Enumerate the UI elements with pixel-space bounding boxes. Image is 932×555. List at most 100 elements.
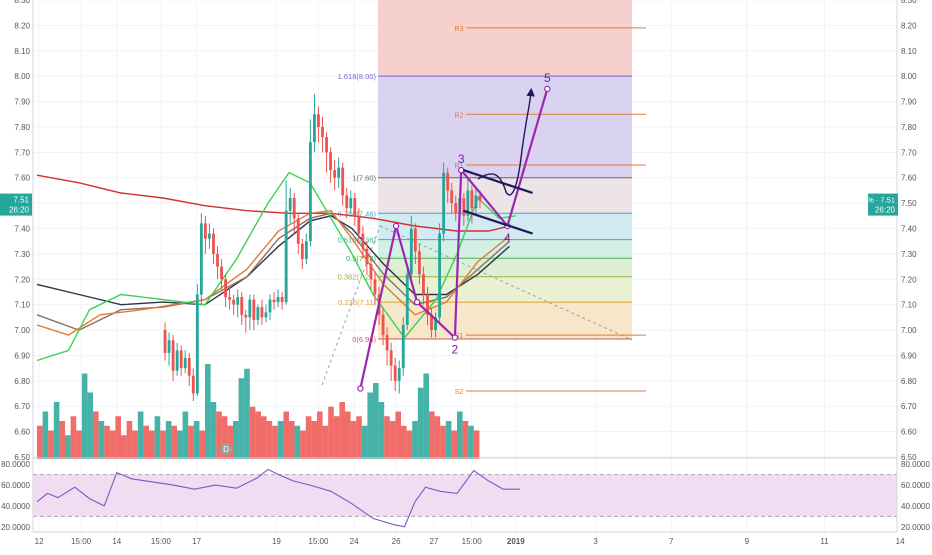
wave-point (413, 298, 421, 306)
price-tick-label-right: 7.00 (901, 326, 917, 335)
price-tick-label-right: 7.30 (901, 250, 917, 259)
candle-body (288, 198, 292, 211)
volume-bar (350, 421, 357, 459)
wave-label: 2 (452, 343, 459, 357)
candle-body (317, 114, 320, 127)
time-tick-label: 15:00 (308, 537, 329, 546)
price-tick-label-left: 6.80 (14, 377, 30, 386)
rsi-tick-label-right: 20.0000 (901, 523, 930, 532)
candle-body (276, 297, 280, 303)
volume-bar (317, 411, 323, 459)
projection-arrow (477, 87, 535, 196)
dividend-marker-label: D (223, 445, 229, 454)
volume-bar (205, 364, 211, 459)
candle-body (163, 330, 167, 353)
volume-bar (165, 421, 172, 459)
fibonacci-retracement[interactable]: 1.618(8.00)1(7.60)0.786(7.46)0.618(7.36)… (321, 0, 633, 386)
pivot-label: R2 (455, 112, 464, 119)
price-tick-label-right: 7.20 (901, 275, 917, 284)
price-tick-label-left: 7.20 (14, 275, 30, 284)
candle-body (216, 253, 219, 267)
candle-body (357, 215, 361, 234)
candle-body (203, 223, 207, 239)
drawings[interactable]: 2 3 4 5 D (220, 71, 551, 455)
candle-body (236, 297, 240, 305)
wave-point (458, 166, 465, 174)
price-tick-label-right: 6.80 (901, 377, 917, 386)
price-tick-label-left: 6.50 (14, 453, 30, 462)
volume-bar (451, 430, 457, 459)
price-tick-label-left: 7.10 (14, 301, 30, 310)
volume-bar (384, 416, 390, 459)
candle-body (373, 279, 377, 295)
volume-bar (367, 392, 373, 459)
candle-body (381, 314, 385, 336)
volume-bar (42, 411, 49, 459)
candle-body (248, 299, 252, 318)
price-tick-label-right: 7.60 (901, 174, 917, 183)
candle-body (345, 195, 349, 209)
volume-bar (188, 425, 194, 459)
volume-bar (249, 406, 256, 459)
price-tick-label-right: 7.10 (901, 301, 917, 310)
right-time-label: 26:20 (875, 206, 896, 215)
candle-body (426, 294, 429, 315)
dividend-marker-circle (220, 443, 232, 455)
volume-bar (53, 402, 60, 459)
rsi-tick-label-left: 80.0000 (1, 460, 30, 469)
candle-body (195, 294, 199, 394)
volume-bar (401, 425, 407, 459)
volume-bar (87, 392, 93, 459)
candle-body (208, 233, 211, 239)
rsi-pane (33, 457, 897, 528)
rsi-band (33, 474, 897, 517)
time-tick-label: 26 (392, 537, 401, 546)
price-tick-label-left: 7.90 (14, 98, 30, 107)
wave-point (357, 385, 364, 392)
time-tick-label: 27 (429, 537, 438, 546)
candle-body (232, 299, 236, 305)
volume-bar (345, 411, 351, 459)
volume-bar (266, 421, 273, 459)
candle-body (365, 248, 369, 265)
volume-bar (182, 411, 189, 459)
volume-bar (160, 430, 166, 459)
time-tick-label: 19 (272, 537, 281, 546)
left-price-label: 7.51 (13, 196, 29, 205)
price-tick-label-left: 7.40 (14, 225, 30, 234)
candle-body (252, 299, 256, 320)
candle-body (228, 297, 232, 300)
volume-bar (70, 416, 77, 459)
price-tick-label-left: 8.30 (14, 0, 30, 5)
candle-body (329, 152, 332, 171)
candle-body (438, 233, 442, 318)
candle-body (434, 317, 437, 331)
candle-body (462, 198, 466, 216)
wave-label: 3 (458, 152, 465, 166)
candle-body (325, 137, 328, 153)
right-price-badge (868, 193, 898, 216)
time-tick-label: 15:00 (151, 537, 172, 546)
time-tick-label: 12 (35, 537, 44, 546)
volume-bar (115, 416, 121, 459)
volume-bar (126, 421, 133, 459)
candle-body (292, 198, 296, 219)
candle-body (474, 195, 478, 209)
candle-body (183, 357, 187, 369)
candle-body (175, 350, 179, 371)
price-tick-label-left: 6.70 (14, 402, 30, 411)
candle-body (369, 264, 373, 280)
candle-body (389, 350, 393, 366)
candle-body (220, 266, 223, 280)
candle-body (280, 297, 284, 303)
dividend-marker: D (220, 443, 232, 455)
candle-body (405, 274, 409, 325)
candle-body (264, 312, 268, 318)
candle-body (240, 297, 244, 315)
price-tick-label-right: 7.90 (901, 98, 917, 107)
volume-bar (462, 421, 469, 459)
volume-bar (261, 416, 267, 459)
time-tick-label: 14 (896, 537, 905, 546)
wave-point (392, 222, 400, 230)
